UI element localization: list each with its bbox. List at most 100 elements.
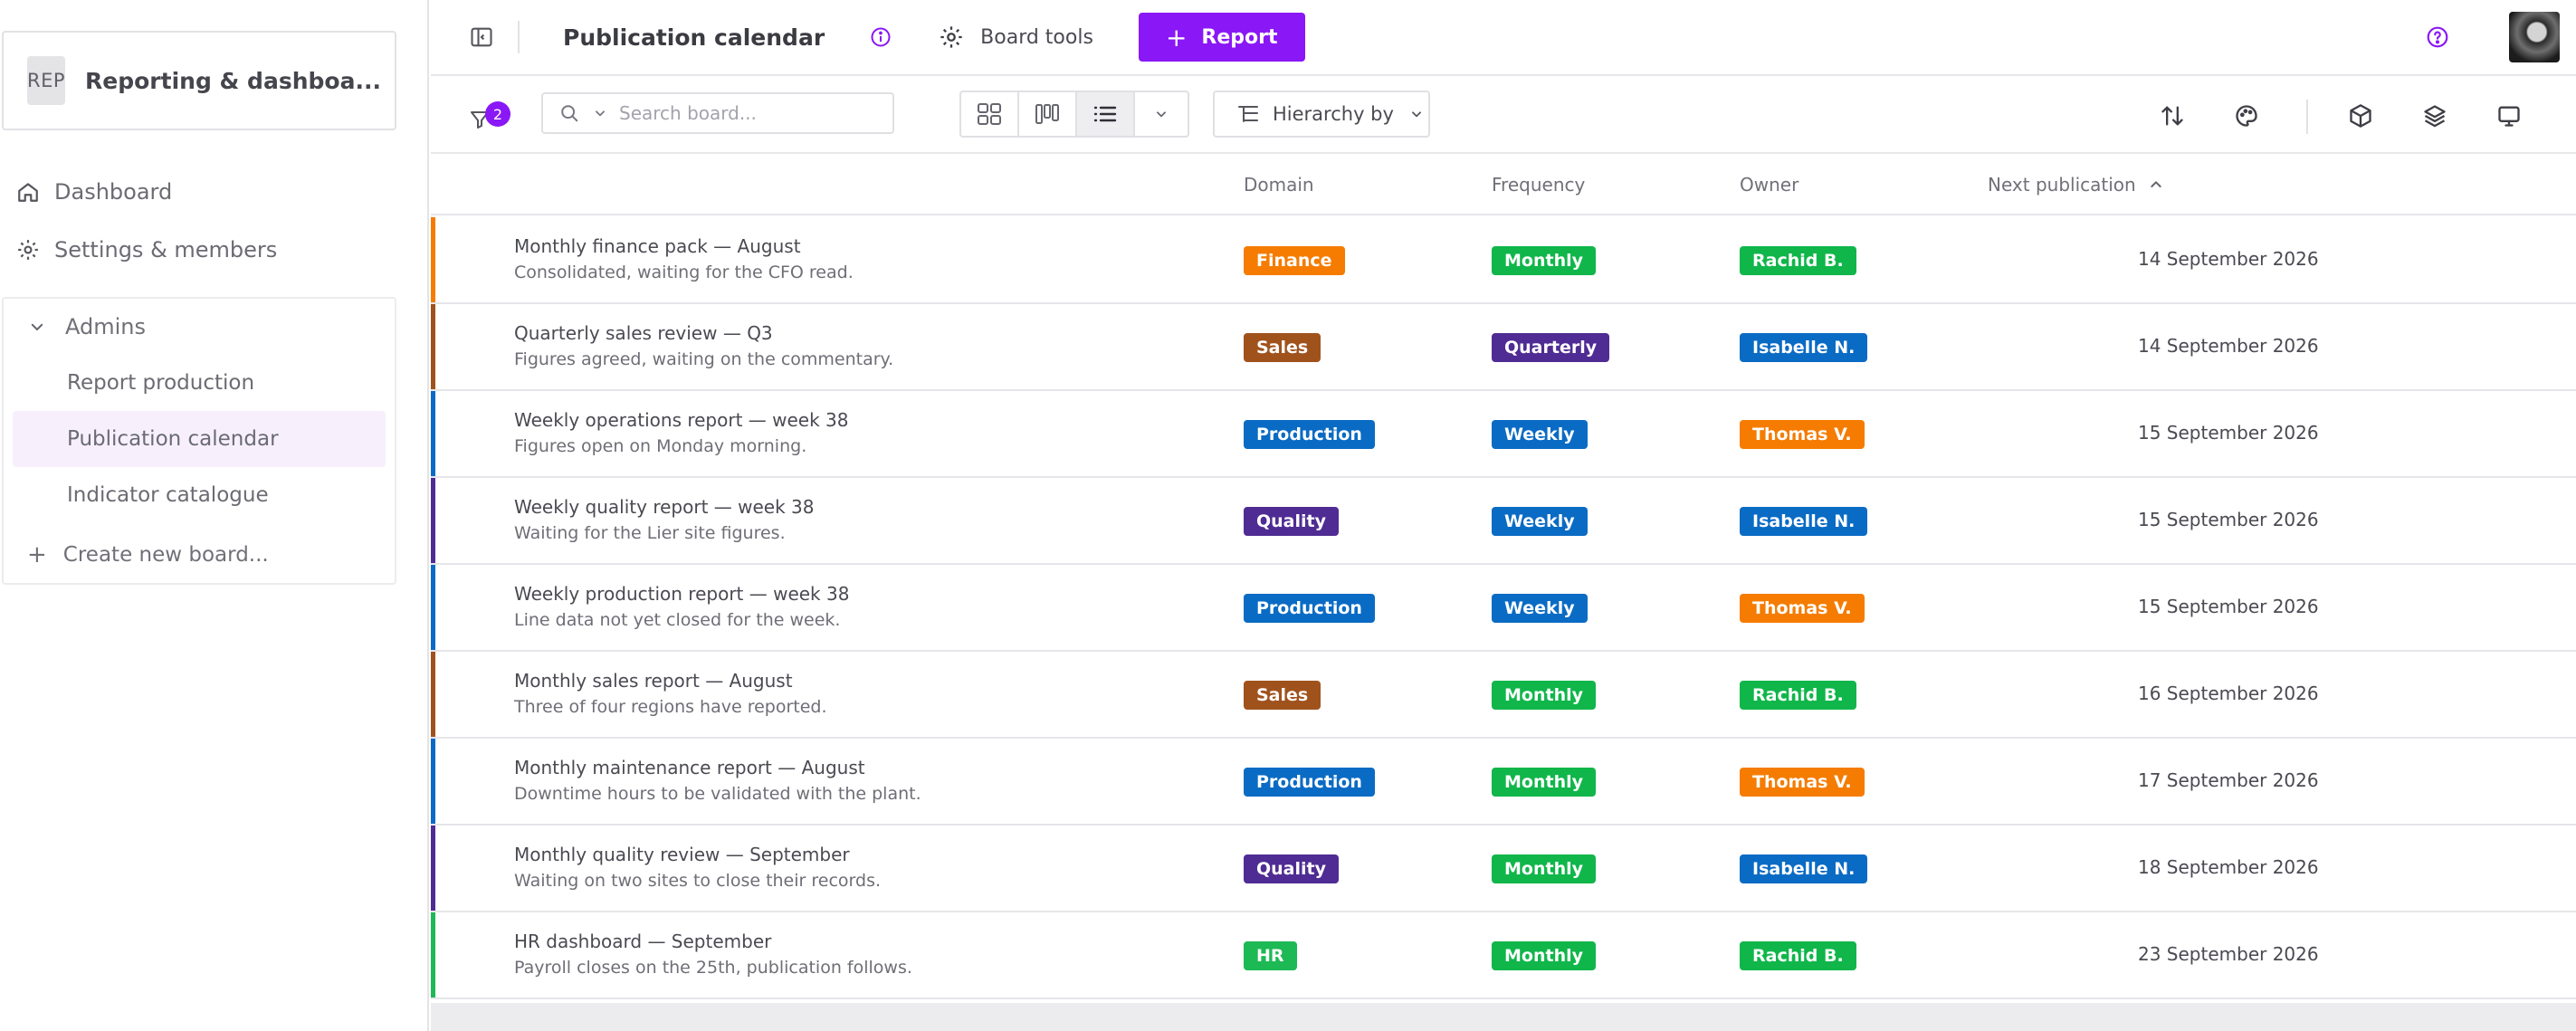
row-color-stripe (431, 565, 435, 650)
add-report-button[interactable]: + Report (1138, 13, 1305, 62)
row-title: Monthly sales report — August (514, 670, 793, 692)
grid-icon (978, 103, 1001, 125)
view-kanban-button[interactable] (1019, 92, 1077, 136)
workspace-name: Reporting & dashboa... (85, 67, 381, 94)
frequency-tag[interactable]: Quarterly (1492, 333, 1610, 362)
row-subtitle: Payroll closes on the 25th, publication … (514, 958, 912, 978)
filter-button[interactable]: 2 (469, 101, 510, 132)
monitor-icon[interactable] (2496, 103, 2522, 129)
table-row[interactable]: Monthly sales report — August Three of fo… (431, 652, 2576, 739)
chevron-down-icon (1157, 111, 1166, 118)
next-publication-date: 23 September 2026 (2138, 943, 2319, 965)
table-row[interactable]: Weekly operations report — week 38 Figure… (431, 391, 2576, 478)
view-list-button[interactable] (1077, 92, 1135, 136)
table-row[interactable]: Monthly quality review — September Waitin… (431, 826, 2576, 912)
domain-tag[interactable]: Production (1244, 768, 1375, 797)
frequency-tag[interactable]: Weekly (1492, 420, 1588, 449)
owner-tag[interactable]: Rachid B. (1740, 681, 1856, 710)
palette-icon[interactable] (2234, 103, 2259, 129)
row-color-stripe (431, 478, 435, 563)
row-color-stripe (431, 304, 435, 389)
owner-tag[interactable]: Isabelle N. (1740, 507, 1868, 536)
column-header-next-publication[interactable]: Next publication (1988, 174, 2163, 196)
domain-tag[interactable]: Quality (1244, 854, 1339, 883)
list-icon (1093, 106, 1117, 122)
table-row[interactable]: Quarterly sales review — Q3 Figures agree… (431, 304, 2576, 391)
sort-icon[interactable] (2160, 103, 2185, 129)
divider (518, 21, 520, 53)
frequency-tag[interactable]: Monthly (1492, 941, 1596, 970)
view-grid-button[interactable] (961, 92, 1019, 136)
gear-icon (940, 26, 962, 48)
user-avatar[interactable] (2509, 12, 2560, 62)
create-board-button[interactable]: + Create new board... (4, 523, 395, 587)
owner-tag[interactable]: Isabelle N. (1740, 333, 1868, 362)
column-header-domain[interactable]: Domain (1244, 174, 1314, 196)
domain-tag[interactable]: HR (1244, 941, 1297, 970)
table-row[interactable]: Weekly quality report — week 38 Waiting f… (431, 478, 2576, 565)
sidebar-item-report-production[interactable]: Report production (67, 371, 255, 395)
sidebar-toggle-icon[interactable] (469, 24, 494, 50)
view-options-dropdown[interactable] (1135, 92, 1188, 136)
sidebar-item-indicator-catalogue[interactable]: Indicator catalogue (67, 483, 269, 507)
board-group: Admins Report production Publication cal… (2, 297, 396, 585)
table-row[interactable]: Monthly maintenance report — August Downt… (431, 739, 2576, 826)
frequency-tag[interactable]: Weekly (1492, 507, 1588, 536)
column-header-frequency[interactable]: Frequency (1492, 174, 1585, 196)
next-publication-date: 15 September 2026 (2138, 509, 2319, 530)
row-title: Weekly production report — week 38 (514, 583, 850, 605)
board-tools-button[interactable]: Board tools (939, 24, 1093, 50)
row-title: Weekly operations report — week 38 (514, 409, 849, 431)
search-input[interactable] (619, 102, 854, 124)
workspace-avatar: REP (27, 56, 66, 105)
owner-tag[interactable]: Thomas V. (1740, 594, 1865, 623)
frequency-tag[interactable]: Monthly (1492, 246, 1596, 275)
domain-tag[interactable]: Quality (1244, 507, 1339, 536)
chevron-down-icon (31, 323, 43, 330)
domain-tag[interactable]: Production (1244, 420, 1375, 449)
owner-tag[interactable]: Isabelle N. (1740, 854, 1868, 883)
owner-tag[interactable]: Thomas V. (1740, 420, 1865, 449)
column-header-owner[interactable]: Owner (1740, 174, 1798, 196)
info-icon[interactable] (870, 26, 892, 48)
table-row[interactable]: Weekly production report — week 38 Line d… (431, 565, 2576, 652)
frequency-tag[interactable]: Weekly (1492, 594, 1588, 623)
sidebar: REP Reporting & dashboa... Dashboard Set… (0, 0, 429, 1031)
home-icon (18, 183, 38, 202)
add-report-label: Report (1201, 25, 1278, 49)
workspace-switcher[interactable]: REP Reporting & dashboa... (2, 31, 396, 130)
layers-icon[interactable] (2422, 103, 2447, 129)
next-publication-date: 16 September 2026 (2138, 683, 2319, 704)
row-title: Monthly quality review — September (514, 844, 850, 865)
hierarchy-label: Hierarchy by (1273, 103, 1394, 125)
next-publication-date: 15 September 2026 (2138, 422, 2319, 444)
sidebar-nav: Dashboard Settings & members (0, 163, 398, 279)
sidebar-item-publication-calendar[interactable]: Publication calendar (13, 411, 386, 467)
domain-tag[interactable]: Production (1244, 594, 1375, 623)
owner-tag[interactable]: Rachid B. (1740, 246, 1856, 275)
table-row[interactable]: Monthly finance pack — August Consolidate… (431, 217, 2576, 304)
row-color-stripe (431, 826, 435, 911)
hierarchy-dropdown[interactable]: Hierarchy by (1213, 91, 1430, 138)
owner-tag[interactable]: Rachid B. (1740, 941, 1856, 970)
domain-tag[interactable]: Sales (1244, 333, 1321, 362)
owner-tag[interactable]: Thomas V. (1740, 768, 1865, 797)
sidebar-item-dashboard[interactable]: Dashboard (0, 163, 398, 221)
help-icon[interactable] (2426, 25, 2449, 49)
chevron-down-icon[interactable] (594, 107, 606, 119)
search-icon (561, 105, 578, 122)
domain-tag[interactable]: Finance (1244, 246, 1345, 275)
table-row[interactable]: HR dashboard — September Payroll closes o… (431, 912, 2576, 999)
sidebar-item-label: Settings & members (54, 237, 278, 263)
table-body: Monthly finance pack — August Consolidate… (431, 217, 2576, 999)
sort-ascending-icon (2151, 181, 2161, 187)
domain-tag[interactable]: Sales (1244, 681, 1321, 710)
next-publication-date: 17 September 2026 (2138, 769, 2319, 791)
sidebar-item-settings[interactable]: Settings & members (0, 221, 398, 279)
cube-icon[interactable] (2348, 103, 2373, 129)
frequency-tag[interactable]: Monthly (1492, 854, 1596, 883)
frequency-tag[interactable]: Monthly (1492, 768, 1596, 797)
frequency-tag[interactable]: Monthly (1492, 681, 1596, 710)
group-toggle-admins[interactable]: Admins (4, 299, 395, 355)
row-color-stripe (431, 391, 435, 476)
